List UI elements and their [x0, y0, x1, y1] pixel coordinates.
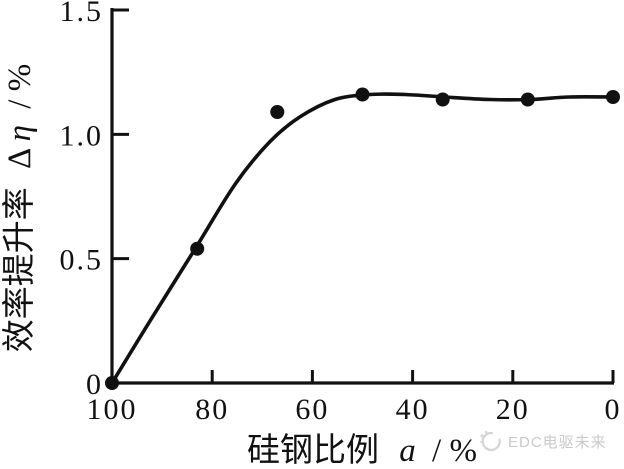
data-point [606, 90, 620, 104]
a-symbol: a [399, 433, 416, 469]
y-tick-label: 1.5 [60, 0, 104, 28]
y-axis-unit: / % [2, 64, 38, 109]
watermark: EDC电驱未来 [478, 427, 607, 455]
y-axis-title-cn: 效率提升率 [1, 187, 38, 352]
edc-logo-icon [479, 430, 501, 451]
y-axis-ticks: 0 0.5 1.0 1.5 [60, 0, 129, 401]
data-points-group [105, 87, 620, 390]
x-tick-label: 0 [605, 393, 622, 426]
watermark-text: EDC电驱未来 [508, 433, 607, 451]
x-tick-label: 60 [295, 393, 329, 426]
eta-symbol: η [2, 125, 38, 141]
x-tick-label: 100 [87, 393, 138, 426]
y-axis-title: 效率提升率 Δ η / % [1, 64, 38, 352]
y-tick-label: 0.5 [60, 244, 104, 277]
data-point [270, 105, 285, 119]
data-point [355, 87, 370, 102]
x-tick-label: 40 [396, 393, 430, 426]
data-point [190, 241, 205, 256]
x-axis-unit: / % [432, 433, 477, 469]
y-tick-label: 0 [86, 368, 103, 401]
delta-symbol: Δ [2, 149, 38, 169]
x-axis-title: 硅钢比例 a / % [247, 432, 477, 469]
y-tick-label: 1.0 [60, 119, 104, 152]
fitted-curve [110, 92, 615, 385]
x-axis-title-cn: 硅钢比例 [247, 432, 379, 469]
x-tick-label: 80 [195, 393, 229, 426]
data-point [105, 376, 119, 390]
data-point [435, 92, 450, 107]
x-axis-ticks: 100 80 60 40 20 0 [87, 370, 622, 426]
x-tick-label: 20 [496, 393, 530, 426]
data-point [520, 92, 535, 107]
fitted-curve-group [110, 92, 615, 385]
